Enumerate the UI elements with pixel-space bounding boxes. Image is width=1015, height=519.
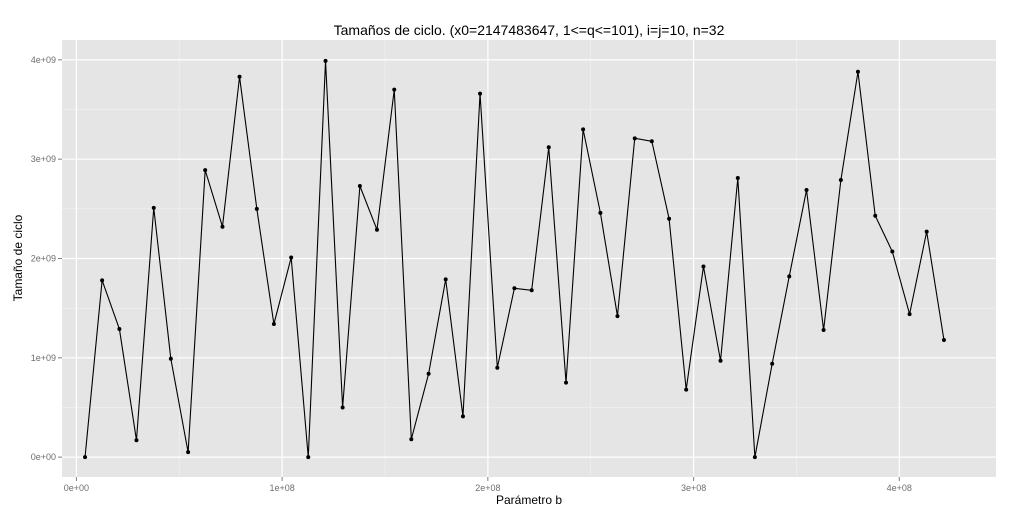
data-point bbox=[271, 322, 276, 327]
data-point bbox=[873, 213, 878, 218]
data-point bbox=[220, 224, 225, 229]
data-point bbox=[821, 328, 826, 333]
data-point bbox=[443, 277, 448, 282]
series-points-group bbox=[83, 58, 946, 460]
data-point bbox=[941, 337, 946, 342]
data-point bbox=[564, 380, 569, 385]
data-point bbox=[752, 455, 757, 460]
y-tick-label: 3e+09 bbox=[31, 154, 56, 164]
y-tick-label: 4e+09 bbox=[31, 55, 56, 65]
data-point bbox=[374, 227, 379, 232]
data-point bbox=[340, 405, 345, 410]
data-point bbox=[615, 314, 620, 319]
x-axis-title: Parámetro b bbox=[496, 493, 562, 507]
data-point bbox=[546, 145, 551, 150]
x-tick-label: 2e+08 bbox=[475, 483, 500, 493]
data-point bbox=[186, 450, 191, 455]
data-point bbox=[512, 286, 517, 291]
x-tick-label: 1e+08 bbox=[269, 483, 294, 493]
data-point bbox=[890, 249, 895, 254]
data-point bbox=[838, 178, 843, 183]
data-point bbox=[478, 91, 483, 96]
major-gridlines bbox=[62, 40, 996, 477]
data-point bbox=[100, 278, 105, 283]
data-point bbox=[667, 216, 672, 221]
data-point bbox=[787, 274, 792, 279]
data-point bbox=[632, 136, 637, 141]
y-tick-label: 0e+00 bbox=[31, 452, 56, 462]
data-point bbox=[529, 288, 534, 293]
data-point bbox=[907, 312, 912, 317]
data-point bbox=[392, 87, 397, 92]
y-tick-label: 2e+09 bbox=[31, 254, 56, 264]
data-point bbox=[357, 183, 362, 188]
data-point bbox=[855, 69, 860, 74]
data-point bbox=[409, 437, 414, 442]
data-point bbox=[649, 139, 654, 144]
chart-title: Tamaños de ciclo. (x0=2147483647, 1<=q<=… bbox=[334, 22, 725, 38]
data-point bbox=[701, 264, 706, 269]
data-point bbox=[598, 210, 603, 215]
y-axis-ticks: 0e+00 1e+09 2e+09 3e+09 4e+09 bbox=[31, 55, 62, 462]
x-tick-label: 0e+00 bbox=[64, 483, 89, 493]
data-point bbox=[426, 371, 431, 376]
data-point bbox=[495, 365, 500, 370]
data-point bbox=[254, 206, 259, 211]
y-tick-label: 1e+09 bbox=[31, 353, 56, 363]
data-point bbox=[924, 229, 929, 234]
data-point bbox=[151, 205, 156, 210]
data-point bbox=[460, 414, 465, 419]
x-axis-ticks: 0e+00 1e+08 2e+08 3e+08 4e+08 bbox=[64, 477, 912, 493]
data-point bbox=[289, 255, 294, 260]
data-point bbox=[237, 74, 242, 79]
data-point bbox=[306, 455, 311, 460]
data-point bbox=[323, 58, 328, 63]
data-point bbox=[718, 358, 723, 363]
data-point bbox=[168, 356, 173, 361]
data-point bbox=[117, 327, 122, 332]
data-point bbox=[581, 127, 586, 132]
y-axis-title: Tamaño de ciclo bbox=[11, 214, 25, 301]
x-tick-label: 4e+08 bbox=[887, 483, 912, 493]
data-point bbox=[770, 361, 775, 366]
data-point bbox=[735, 176, 740, 181]
data-point bbox=[804, 187, 809, 192]
data-point bbox=[684, 387, 689, 392]
data-point bbox=[134, 438, 139, 443]
data-point bbox=[203, 168, 208, 173]
data-point bbox=[83, 455, 88, 460]
x-tick-label: 3e+08 bbox=[681, 483, 706, 493]
